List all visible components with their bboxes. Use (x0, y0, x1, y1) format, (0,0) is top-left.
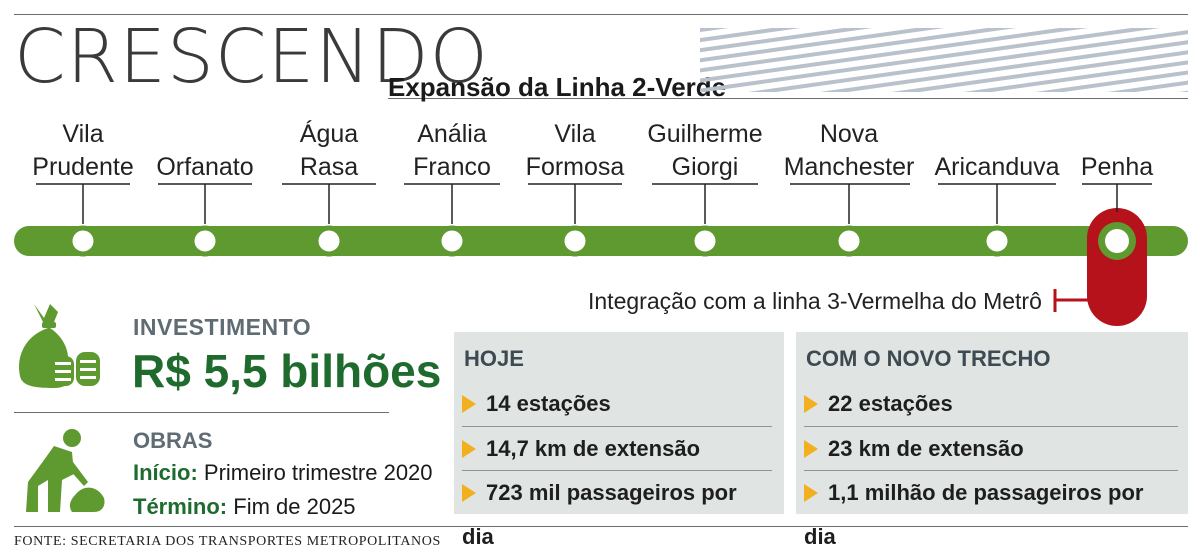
yellow-arrow-icon (462, 439, 476, 458)
station-line2: Franco (413, 153, 491, 181)
works-start-label: Início: (133, 460, 198, 485)
station-marker (559, 225, 591, 257)
works-end-value: Fim de 2025 (233, 494, 356, 519)
station-label-vila-formosa: Vila Formosa (500, 118, 650, 184)
station-label-penha: Penha (1042, 118, 1192, 184)
today-panel: HOJE 14 estações 14,7 km de extensão 723… (454, 332, 784, 549)
works-start: Início: Primeiro trimestre 2020 (133, 460, 433, 486)
station-line2: Giorgi (671, 153, 739, 181)
station-marker (189, 225, 221, 257)
station-marker-penha (1105, 229, 1129, 253)
footer-rule (14, 526, 1188, 527)
header-rule (388, 98, 1188, 99)
top-rule (14, 14, 1188, 15)
station-marker (689, 225, 721, 257)
headline: CRESCENDO (14, 14, 489, 100)
investment-label: INVESTIMENTO (133, 314, 312, 340)
station-label-vila-prudente: Vila Prudente (8, 118, 158, 184)
station-marker (833, 225, 865, 257)
new-section-title: COM O NOVO TRECHO (806, 346, 1051, 371)
station-line2: Penha (1080, 153, 1154, 181)
worker-shovel-icon (26, 429, 105, 512)
station-marker (67, 225, 99, 257)
station-label-agua-rasa: Água Rasa (254, 118, 404, 184)
green-line-track (14, 226, 1188, 256)
station-label-guilherme-giorgi: Guilherme Giorgi (630, 118, 780, 184)
today-title: HOJE (464, 346, 524, 371)
station-label-analia-franco: Anália Franco (377, 118, 527, 184)
station-line2: Orfanato (156, 153, 254, 181)
station-marker (981, 225, 1013, 257)
station-line1: Guilherme (647, 120, 763, 148)
works-end: Término: Fim de 2025 (133, 494, 356, 520)
new-section-item: 1,1 milhão de passageiros por dia (804, 470, 1178, 549)
station-line1: Vila (554, 120, 596, 148)
today-item: 14 estações (462, 382, 772, 426)
decorative-hatch-pattern (700, 28, 1188, 92)
new-section-item: 22 estações (804, 382, 1178, 426)
station-marker (313, 225, 345, 257)
station-label-orfanato: Orfanato (130, 118, 280, 184)
station-line2: Rasa (299, 153, 359, 181)
today-item-text: 14 estações (486, 391, 611, 416)
new-section-item-text: 22 estações (828, 391, 953, 416)
today-item-text: 723 mil passageiros por dia (462, 480, 737, 549)
today-item: 723 mil passageiros por dia (462, 470, 772, 549)
new-section-item-text: 1,1 milhão de passageiros por dia (804, 480, 1144, 549)
source-note: FONTE: SECRETARIA DOS TRANSPORTES METROP… (14, 534, 441, 549)
station-line1: Água (299, 120, 359, 148)
yellow-arrow-icon (462, 483, 476, 502)
station-marker (436, 225, 468, 257)
investment-value: R$ 5,5 bilhões (132, 345, 442, 397)
yellow-arrow-icon (804, 394, 818, 413)
yellow-arrow-icon (462, 394, 476, 413)
today-item-text: 14,7 km de extensão (486, 436, 701, 461)
station-line1: Nova (819, 120, 879, 148)
works-start-value: Primeiro trimestre 2020 (203, 460, 433, 485)
station-line1: Anália (417, 120, 487, 148)
yellow-arrow-icon (804, 483, 818, 502)
today-item: 14,7 km de extensão (462, 426, 772, 471)
works-end-label: Término: (133, 494, 228, 519)
new-section-item: 23 km de extensão (804, 426, 1178, 471)
yellow-arrow-icon (804, 439, 818, 458)
station-line2: Manchester (783, 153, 915, 181)
new-section-panel: COM O NOVO TRECHO 22 estações 23 km de e… (796, 332, 1188, 549)
new-section-item-text: 23 km de extensão (828, 436, 1024, 461)
integration-note: Integração com a linha 3-Vermelha do Met… (588, 288, 1042, 314)
subtitle: Expansão da Linha 2-Verde (388, 72, 727, 102)
station-line2: Prudente (32, 153, 134, 181)
station-line2: Formosa (525, 153, 625, 181)
station-label-aricanduva: Aricanduva (922, 118, 1072, 184)
station-label-nova-manchester: Nova Manchester (774, 118, 924, 184)
money-bag-icon (19, 304, 100, 388)
station-line1: Vila (62, 120, 104, 148)
investment-divider (14, 412, 389, 413)
station-line2: Aricanduva (934, 153, 1060, 181)
works-label: OBRAS (133, 428, 213, 453)
